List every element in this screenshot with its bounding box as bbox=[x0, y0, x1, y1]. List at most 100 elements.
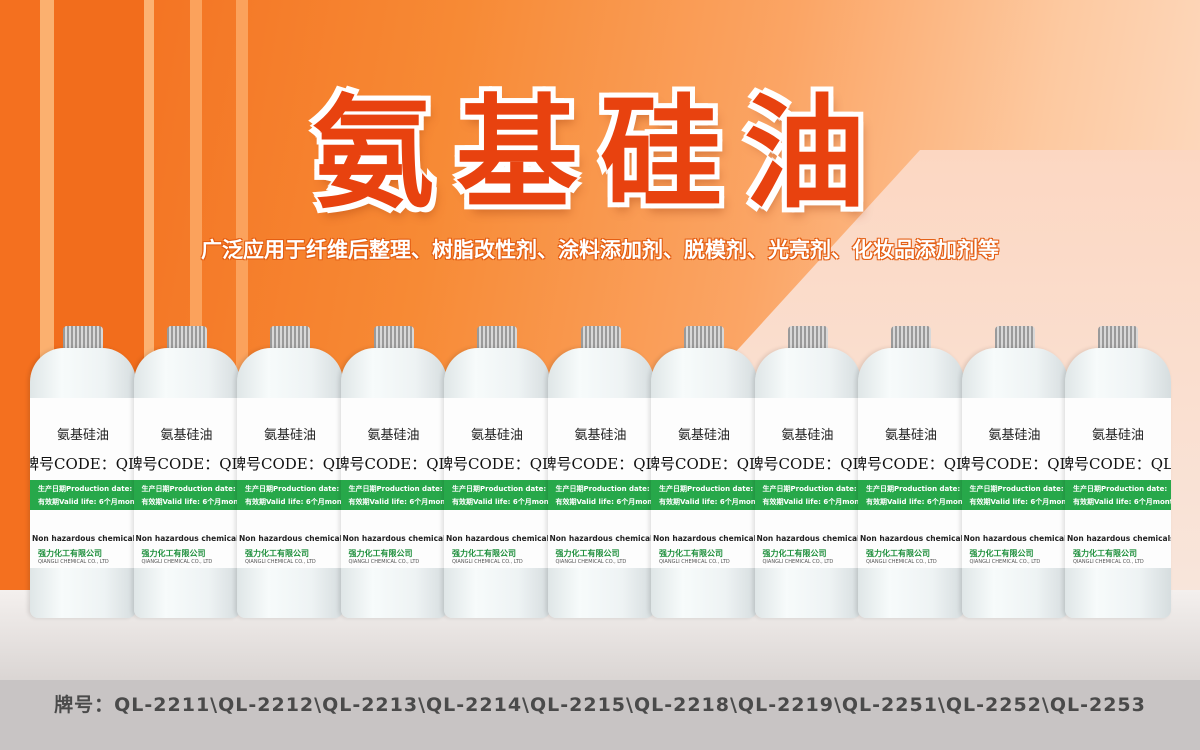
label-company-en: QIANGLI CHEMICAL CO., LTD bbox=[866, 559, 937, 565]
label-name: 氨基硅油 bbox=[574, 428, 627, 443]
footer-band bbox=[0, 680, 1200, 750]
label-date: 生产日期Production date: bbox=[969, 485, 1064, 493]
label-company: 强力化工有限公司 bbox=[555, 549, 620, 558]
label-company-en: QIANGLI CHEMICAL CO., LTD bbox=[969, 559, 1041, 565]
bottle-cap bbox=[684, 326, 724, 352]
label-valid: 有效期Valid life: 6个月months bbox=[452, 498, 550, 506]
label-company: 强力化工有限公司 bbox=[866, 549, 930, 558]
label-company: 强力化工有限公司 bbox=[969, 549, 1034, 558]
label-band: 生产日期Production date: 有效期Valid life: 6个月mo… bbox=[651, 480, 757, 510]
label-company-en: QIANGLI CHEMICAL CO., LTD bbox=[659, 559, 730, 565]
label-company: 强力化工有限公司 bbox=[141, 549, 206, 558]
label-company-en: QIANGLI CHEMICAL CO., LTD bbox=[141, 559, 213, 565]
label-band: 生产日期Production date: 有效期Valid life: 6个月mo… bbox=[340, 480, 447, 510]
label-date: 生产日期Production date: bbox=[659, 485, 754, 493]
label-valid: 有效期Valid life: 6个月months bbox=[762, 498, 861, 506]
label-code: 牌号CODE：QL-2212 bbox=[133, 455, 240, 473]
label-band: 生产日期Production date: 有效期Valid life: 6个月mo… bbox=[858, 480, 964, 510]
label-code: 牌号CODE：QL-2213 bbox=[237, 455, 343, 473]
label-company-en: QIANGLI CHEMICAL CO., LTD bbox=[38, 559, 109, 565]
label-company: 强力化工有限公司 bbox=[452, 549, 516, 558]
label-valid: 有效期Valid life: 6个月months bbox=[38, 498, 136, 506]
label-band: 生产日期Production date: 有效期Valid life: 6个月mo… bbox=[1065, 480, 1171, 510]
footer-text: 牌号：QL-2211\QL-2212\QL-2213\QL-2214\QL-22… bbox=[54, 694, 1146, 716]
label-name: 氨基硅油 bbox=[988, 428, 1041, 443]
label-date: 生产日期Production date: bbox=[38, 485, 133, 493]
label-name: 氨基硅油 bbox=[56, 428, 109, 443]
bottle-cap bbox=[63, 326, 103, 352]
bottle-cap bbox=[477, 326, 517, 352]
label-valid: 有效期Valid life: 6个月months bbox=[866, 498, 964, 506]
label-code: 牌号CODE：QL-2252 bbox=[961, 455, 1068, 473]
bottle-cap bbox=[373, 326, 414, 352]
label-name: 氨基硅油 bbox=[781, 428, 834, 443]
label-company-en: QIANGLI CHEMICAL CO., LTD bbox=[762, 559, 834, 565]
label-hazard: Non hazardous chemicals bbox=[653, 534, 757, 543]
label-name: 氨基硅油 bbox=[367, 428, 420, 443]
label-valid: 有效期Valid life: 6个月months bbox=[555, 498, 654, 506]
label-hazard: Non hazardous chemicals bbox=[963, 534, 1068, 543]
bottle-cap bbox=[1098, 326, 1138, 352]
label-code: 牌号CODE：QL-2218 bbox=[651, 455, 757, 473]
label-hazard: Non hazardous chemicals bbox=[1067, 534, 1171, 543]
label-hazard: Non hazardous chemicals bbox=[549, 534, 654, 543]
label-hazard: Non hazardous chemicals bbox=[446, 534, 550, 543]
bottle-cap bbox=[166, 326, 207, 352]
label-name: 氨基硅油 bbox=[677, 428, 730, 443]
label-date: 生产日期Production date: bbox=[245, 485, 340, 493]
label-hazard: Non hazardous chemicals bbox=[342, 534, 447, 543]
title: 氨基硅油 bbox=[310, 81, 888, 227]
label-name: 氨基硅油 bbox=[160, 428, 213, 443]
label-company: 强力化工有限公司 bbox=[38, 549, 102, 558]
bottle-cap bbox=[994, 326, 1035, 352]
label-valid: 有效期Valid life: 6个月months bbox=[245, 498, 343, 506]
label-code: 牌号CODE：QL-2211 bbox=[30, 455, 136, 473]
label-company: 强力化工有限公司 bbox=[659, 549, 723, 558]
label-company: 强力化工有限公司 bbox=[762, 549, 827, 558]
label-name: 氨基硅油 bbox=[470, 428, 523, 443]
stripe bbox=[144, 0, 154, 600]
label-band: 生产日期Production date: 有效期Valid life: 6个月mo… bbox=[754, 480, 861, 510]
label-date: 生产日期Production date: bbox=[141, 485, 236, 493]
label-date: 生产日期Production date: bbox=[348, 485, 443, 493]
label-band: 生产日期Production date: 有效期Valid life: 6个月mo… bbox=[961, 480, 1068, 510]
label-company-en: QIANGLI CHEMICAL CO., LTD bbox=[245, 559, 316, 565]
label-hazard: Non hazardous chemicals bbox=[135, 534, 240, 543]
label-band: 生产日期Production date: 有效期Valid life: 6个月mo… bbox=[547, 480, 654, 510]
label-name: 氨基硅油 bbox=[884, 428, 937, 443]
label-valid: 有效期Valid life: 6个月months bbox=[1073, 498, 1171, 506]
label-hazard: Non hazardous chemicals bbox=[756, 534, 861, 543]
bottle-cap bbox=[891, 326, 931, 352]
label-band: 生产日期Production date: 有效期Valid life: 6个月mo… bbox=[30, 480, 136, 510]
label-hazard: Non hazardous chemicals bbox=[860, 534, 964, 543]
bottle-cap bbox=[580, 326, 621, 352]
label-code: 牌号CODE：QL-2217 bbox=[547, 455, 654, 473]
label-code: 牌号CODE：QL-2214 bbox=[340, 455, 447, 473]
label-date: 生产日期Production date: bbox=[452, 485, 547, 493]
label-name: 氨基硅油 bbox=[263, 428, 316, 443]
label-code: 牌号CODE：QL-2219 bbox=[754, 455, 861, 473]
